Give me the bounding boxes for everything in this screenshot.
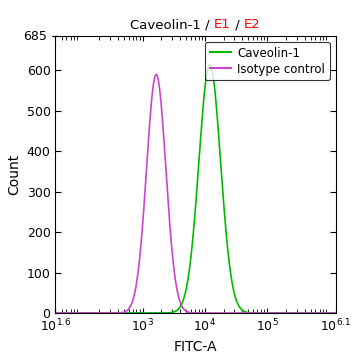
Legend: Caveolin-1, Isotype control: Caveolin-1, Isotype control bbox=[205, 42, 330, 81]
Text: Caveolin-1 /: Caveolin-1 / bbox=[130, 18, 214, 31]
Text: E1: E1 bbox=[214, 18, 231, 31]
Y-axis label: Count: Count bbox=[7, 154, 21, 195]
X-axis label: FITC-A: FITC-A bbox=[174, 340, 217, 354]
Text: /: / bbox=[231, 18, 244, 31]
Text: E2: E2 bbox=[244, 18, 261, 31]
Text: 685: 685 bbox=[23, 30, 47, 43]
